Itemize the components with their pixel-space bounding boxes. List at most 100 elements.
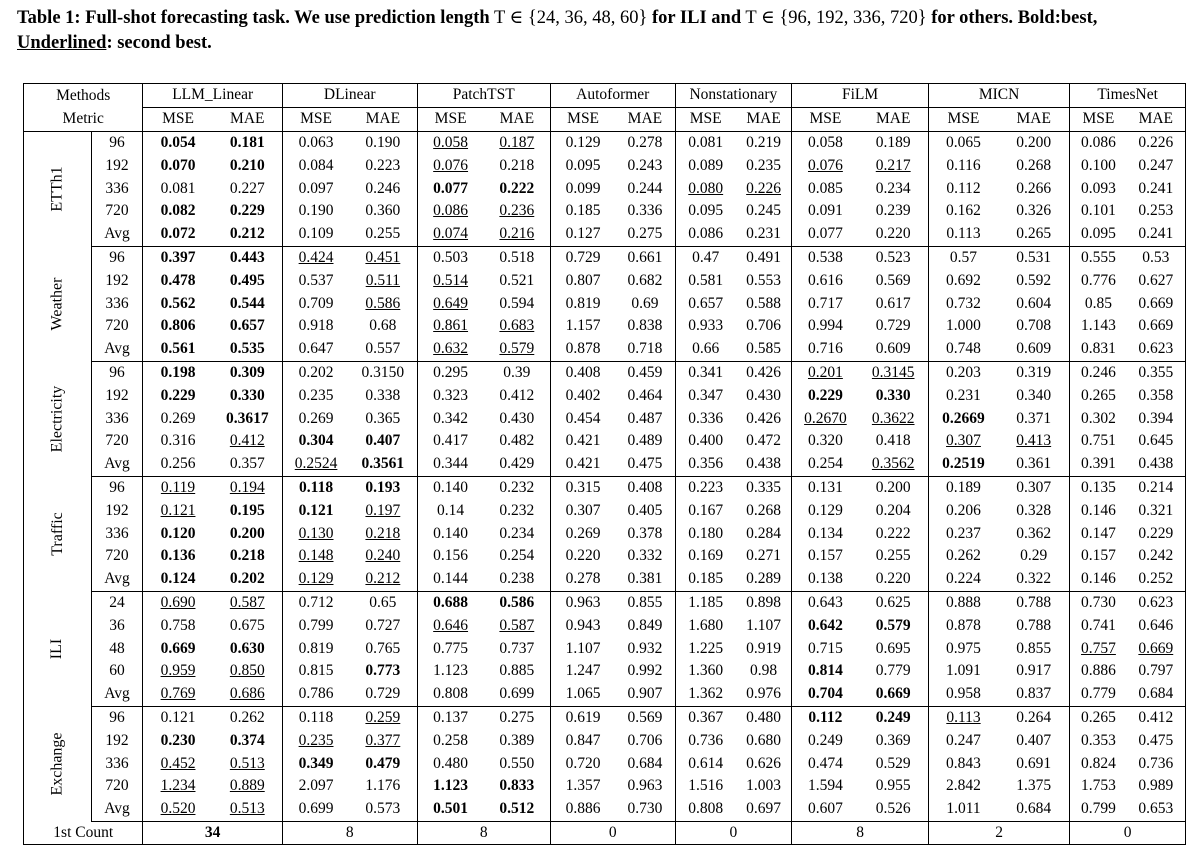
table-row: Avg 0.124 0.202 0.129 0.212 0.144 0.238 0.278 0.…: [24, 567, 1186, 592]
metric-value: 0.66: [692, 340, 720, 358]
mae-cell: 0.737: [483, 637, 551, 660]
mse-cell: 0.278: [550, 567, 616, 592]
metric-value: 0.086: [688, 225, 724, 243]
metric-value: 0.773: [365, 662, 401, 680]
mse-cell: 0.235: [282, 729, 349, 752]
metric-value: 0.189: [875, 133, 911, 151]
metric-value: 0.201: [807, 363, 843, 381]
mae-cell: 0.617: [858, 292, 929, 315]
mae-cell: 0.235: [735, 154, 793, 178]
metric-value: 0.989: [1138, 777, 1174, 795]
metric-value: 0.242: [1138, 547, 1174, 565]
metric-value: 0.269: [565, 524, 601, 542]
mse-cell: 0.162: [928, 200, 998, 223]
metric-value: 0.249: [875, 708, 911, 726]
metric-value: 0.646: [433, 616, 469, 634]
metric-value: 0.269: [160, 409, 196, 427]
mse-cell: 0.129: [792, 499, 859, 522]
mse-cell: 0.189: [928, 476, 998, 499]
mae-cell: 0.232: [483, 476, 551, 500]
metric-value: 0.586: [365, 294, 401, 312]
metric-value: 1.123: [433, 777, 469, 795]
mae-cell: 0.838: [615, 314, 676, 338]
metric-value: 0.2670: [804, 409, 847, 427]
mse-cell: 0.072: [142, 222, 213, 247]
mse-cell: 0.229: [792, 384, 859, 407]
horizon-cell: 336: [91, 752, 144, 775]
metric-value: 0.335: [746, 478, 782, 496]
metric-value: 0.616: [807, 271, 843, 289]
mae-cell: 0.475: [1126, 729, 1186, 753]
mae-cell: 0.569: [858, 269, 929, 293]
mse-cell: 0.086: [675, 222, 736, 247]
dataset-name: ILI: [48, 638, 66, 659]
mae-cell: 0.889: [212, 774, 283, 798]
mse-cell: 0.262: [928, 545, 998, 568]
mse-cell: 0.717: [792, 292, 859, 315]
caption-bold-label: Bold:: [1017, 8, 1061, 28]
metric-value: 0.581: [688, 271, 724, 289]
metric-value: 0.235: [746, 156, 782, 174]
count-value: 8: [856, 823, 864, 841]
mse-cell: 0.720: [550, 752, 615, 775]
metric-value: 0.684: [1138, 685, 1174, 703]
metric-value: 0.265: [1081, 708, 1116, 726]
mse-cell: 0.167: [675, 499, 736, 522]
metric-value: 0.695: [875, 639, 911, 657]
metric-value: 0.751: [1081, 432, 1116, 450]
mae-cell: 0.426: [735, 361, 793, 385]
metric-value: 0.266: [1016, 179, 1052, 197]
mse-cell: 0.831: [1069, 337, 1127, 362]
count-value: 2: [995, 823, 1003, 841]
metric-value: 0.124: [160, 570, 196, 588]
metric-value: 0.365: [365, 409, 401, 427]
mae-cell: 0.264: [998, 706, 1071, 730]
metric-value: 0.736: [688, 731, 724, 749]
mae-cell: 0.218: [212, 544, 283, 568]
horizon-cell: Avg: [91, 797, 144, 822]
mse-cell: 0.616: [792, 269, 859, 292]
metric-value: 0.081: [688, 133, 724, 151]
mae-cell: 0.833: [483, 774, 551, 798]
metric-value: 0.249: [807, 731, 843, 749]
table-row: 720 0.316 0.412 0.304 0.407 0.417 0.482 0.421 0.…: [24, 429, 1186, 453]
mse-cell: 0.888: [928, 591, 998, 614]
mae-cell: 0.579: [858, 614, 929, 638]
mae-cell: 0.226: [1126, 131, 1186, 155]
mae-cell: 0.697: [735, 797, 793, 822]
mae-cell: 0.526: [858, 797, 929, 822]
metric-value: 0.757: [1081, 639, 1116, 657]
metric-value: 0.095: [565, 156, 601, 174]
metric-value: 0.907: [627, 685, 663, 703]
metric-value: 0.341: [688, 363, 724, 381]
mae-cell: 0.189: [858, 131, 929, 155]
metric-value: 0.326: [1016, 202, 1052, 220]
mse-cell: 0.247: [928, 729, 998, 752]
horizon-cell: 60: [91, 659, 144, 683]
mse-cell: 0.113: [928, 222, 999, 247]
metric-value: 0.140: [433, 478, 469, 496]
metric-value: 0.080: [688, 179, 724, 197]
mse-cell: 0.065: [928, 131, 998, 154]
mae-cell: 0.426: [735, 407, 793, 430]
count-label: 1st Count: [22, 821, 144, 846]
metric-value: 0.3562: [871, 455, 915, 473]
metric-value: 0.531: [1016, 248, 1052, 266]
metric-value: 0.501: [433, 800, 469, 818]
mse-cell: 0.198: [143, 361, 213, 384]
mae-cell: 0.275: [483, 706, 551, 730]
mse-cell: 0.336: [675, 407, 736, 430]
mse-cell: 0.878: [928, 614, 998, 637]
metric-value: 0.594: [499, 294, 535, 312]
mse-cell: 0.086: [417, 200, 484, 223]
mse-cell: 0.129: [282, 567, 350, 592]
metric-value: 0.194: [229, 478, 265, 496]
mae-cell: 1.003: [735, 774, 793, 798]
metric-value: 0.412: [229, 432, 265, 450]
mae-cell: 1.176: [349, 774, 418, 798]
metric-value: 0.146: [1081, 570, 1116, 588]
metric-value: 0.328: [1016, 501, 1052, 519]
metric-value: 0.706: [627, 731, 663, 749]
mae-cell: 0.407: [349, 429, 418, 453]
metric-value: 0.231: [946, 386, 981, 404]
